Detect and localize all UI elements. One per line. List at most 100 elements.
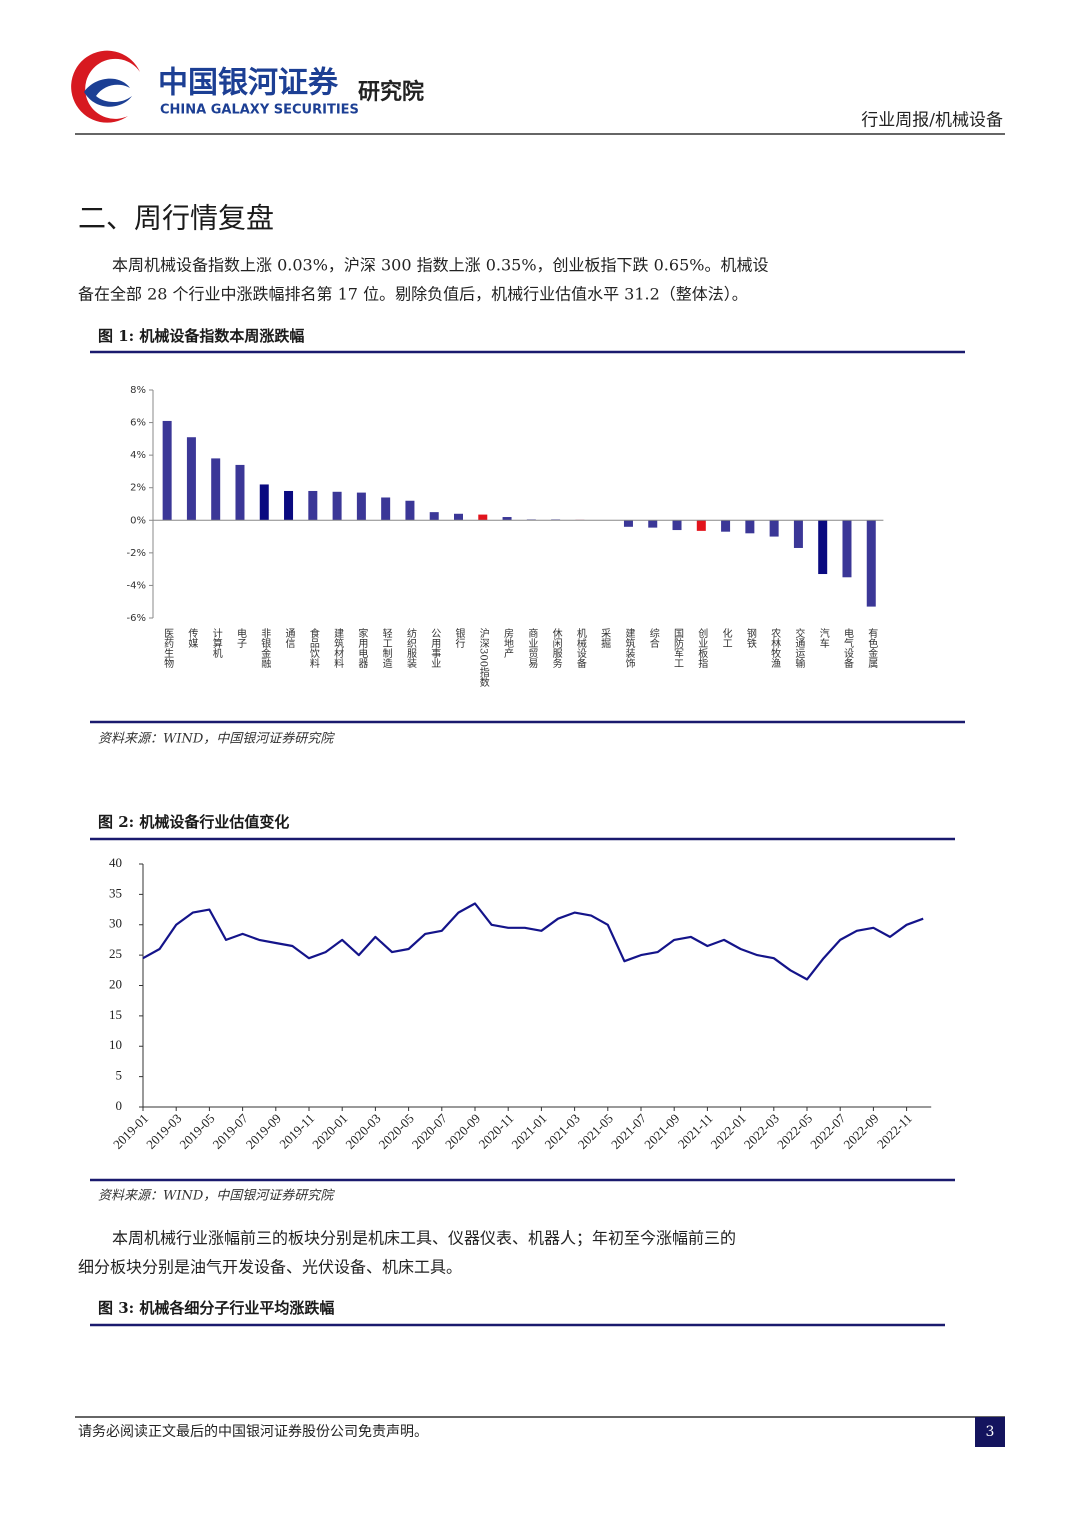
- x-tick-label: 建筑材料: [332, 627, 344, 669]
- x-tick-label: 休闲服务: [550, 628, 562, 669]
- paragraph-line: 本周机械行业涨幅前三的板块分别是机床工具、仪器仪表、机器人；年初至今涨幅前三的: [112, 1229, 736, 1248]
- line-chart: 05101520253035402019-012019-032019-05201…: [109, 855, 932, 1152]
- x-tick-label: 电子: [234, 627, 246, 648]
- x-tick-label: 通信: [283, 628, 295, 649]
- x-tick-label: 电气设备: [841, 627, 853, 669]
- figure-source: 资料来源：WIND，中国银河证券研究院: [98, 731, 335, 747]
- x-tick-label: 创业板指: [696, 627, 708, 669]
- x-tick-label: 2020-11: [476, 1111, 517, 1152]
- y-tick-label: 0%: [130, 515, 146, 526]
- x-tick-label: 2020-07: [409, 1110, 451, 1152]
- y-tick-label: 4%: [130, 450, 146, 461]
- x-tick-label: 2021-07: [608, 1110, 650, 1152]
- bar: [502, 517, 512, 521]
- x-tick-label: 2019-07: [210, 1110, 252, 1152]
- bar: [186, 437, 196, 521]
- paragraph-line: 本周机械设备指数上涨 0.03%，沪深 300 指数上涨 0.35%，创业板指下…: [112, 256, 768, 275]
- x-tick-label: 计算机: [210, 627, 222, 659]
- y-tick-label: 40: [109, 855, 122, 870]
- report-type: 行业周报/机械设备: [861, 111, 1003, 131]
- x-tick-label: 机械设备: [574, 627, 586, 669]
- y-tick-label: 0: [116, 1098, 123, 1113]
- bar: [259, 484, 269, 521]
- x-tick-label: 纺织服装: [404, 627, 416, 669]
- page-number: 3: [986, 1424, 995, 1440]
- bar: [478, 514, 488, 521]
- y-tick-label: 30: [109, 916, 122, 931]
- figure-title: 图 2: 机械设备行业估值变化: [98, 813, 289, 831]
- bar: [818, 520, 828, 575]
- x-tick-label: 2021-09: [641, 1111, 682, 1152]
- x-tick-label: 采掘: [599, 628, 611, 649]
- x-tick-label: 2021-05: [575, 1111, 616, 1152]
- x-tick-label: 沪深300指数: [477, 627, 489, 688]
- x-tick-label: 2020-01: [309, 1111, 350, 1152]
- x-tick-label: 2022-09: [840, 1111, 881, 1152]
- x-tick-label: 国防军工: [672, 628, 684, 668]
- bar-chart: -6% -4% -2% 0% 2% 4% 6% 8% 医药生物 传媒 计算机 电子 非银金融 通信 食品饮料…: [127, 385, 884, 688]
- x-tick-label: 2022-11: [874, 1111, 915, 1152]
- x-tick-label: 有色金属: [866, 627, 878, 669]
- y-tick-label: 20: [109, 976, 122, 991]
- x-tick-label: 2019-11: [276, 1111, 317, 1152]
- page-box: [975, 1417, 1005, 1447]
- x-tick-label: 2019-09: [243, 1111, 284, 1152]
- x-tick-label: 综合: [647, 627, 659, 649]
- x-tick-label: 钢铁: [744, 627, 756, 649]
- x-tick-label: 2020-05: [376, 1111, 417, 1152]
- bar: [721, 520, 731, 532]
- x-tick-label: 商业贸易: [526, 627, 538, 669]
- bar: [356, 492, 366, 521]
- y-tick-label: -4%: [127, 580, 146, 591]
- y-tick-label: 15: [109, 1007, 122, 1022]
- bar: [211, 458, 221, 521]
- y-tick-label: -6%: [127, 613, 146, 624]
- bar: [648, 520, 658, 528]
- bar: [454, 513, 463, 521]
- x-tick-label: 2020-09: [442, 1111, 483, 1152]
- bar: [745, 520, 755, 534]
- institute: 研究院: [358, 79, 424, 105]
- bar: [672, 520, 682, 531]
- figure-title: 图 1: 机械设备指数本周涨跌幅: [98, 327, 304, 345]
- x-tick-label: 2019-05: [176, 1111, 217, 1152]
- y-tick-label: 2%: [130, 483, 146, 494]
- x-tick-label: 房地产: [502, 627, 514, 659]
- x-tick-label: 非银金融: [259, 628, 271, 669]
- x-tick-label: 轻工制造: [380, 627, 392, 668]
- x-tick-label: 公用事业: [429, 628, 441, 668]
- bar: [429, 512, 439, 521]
- value-line: [142, 902, 924, 981]
- bar: [696, 520, 706, 531]
- x-tick-label: 化工: [720, 627, 732, 648]
- x-tick-label: 2022-07: [807, 1110, 849, 1152]
- brand-cn: 中国银河证券: [158, 66, 339, 101]
- bar: [623, 520, 633, 527]
- bar: [332, 491, 342, 521]
- x-tick-label: 2019-01: [110, 1111, 151, 1152]
- paragraph-line: 备在全部 28 个行业中涨跌幅排名第 17 位。剔除负值后，机械行业估值水平 3…: [78, 285, 748, 304]
- bar: [381, 497, 391, 521]
- bar: [866, 520, 876, 607]
- y-tick-label: 6%: [130, 418, 146, 429]
- x-tick-label: 2021-03: [542, 1111, 583, 1152]
- x-tick-label: 食品饮料: [307, 627, 319, 669]
- bar: [235, 464, 245, 521]
- x-tick-label: 2021-01: [508, 1111, 549, 1152]
- y-tick-label: 5: [116, 1068, 123, 1083]
- x-tick-label: 2020-03: [342, 1111, 383, 1152]
- x-tick-label: 银行: [453, 627, 465, 649]
- bar: [405, 500, 415, 521]
- bar: [284, 490, 294, 521]
- bar: [308, 490, 318, 521]
- section-title: 二、周行情复盘: [78, 202, 274, 235]
- logo: [71, 50, 140, 123]
- bar: [842, 520, 852, 578]
- bar: [769, 520, 779, 537]
- x-tick-label: 2022-05: [774, 1111, 815, 1152]
- x-tick-label: 2022-03: [741, 1111, 782, 1152]
- x-tick-label: 交通运输: [793, 627, 805, 669]
- x-tick-label: 2022-01: [708, 1111, 749, 1152]
- y-tick-label: 25: [109, 946, 122, 961]
